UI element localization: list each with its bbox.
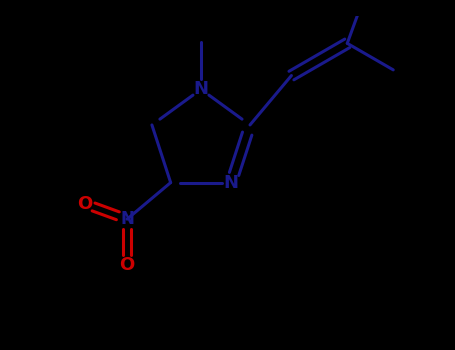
Text: N: N	[193, 80, 208, 98]
Text: N: N	[120, 210, 134, 228]
Text: O: O	[77, 195, 92, 212]
Text: N: N	[224, 174, 239, 191]
Text: O: O	[120, 256, 135, 274]
